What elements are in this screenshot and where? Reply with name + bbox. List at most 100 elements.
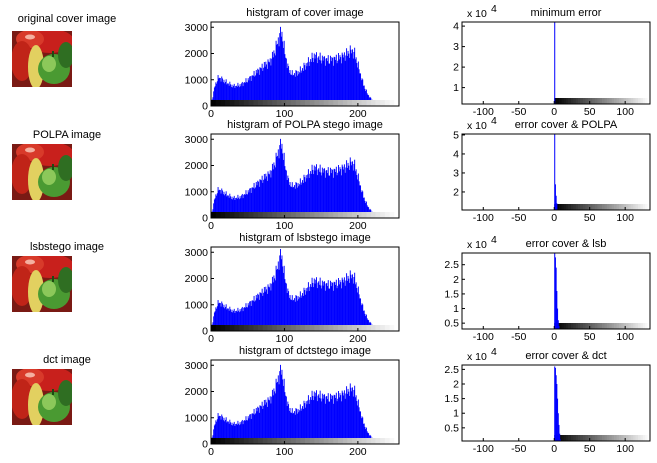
histogram-bar [360, 411, 362, 444]
histogram-bar [223, 191, 225, 218]
histogram-bar [325, 396, 327, 444]
colorbar-segment [375, 212, 381, 218]
colorbar-segment [597, 98, 601, 104]
exponent-label: x 10 [467, 239, 487, 251]
histogram-bar [314, 58, 316, 106]
colorbar-segment [609, 98, 612, 104]
colorbar-segment [561, 435, 565, 441]
histogram-bar [282, 266, 284, 331]
histogram-bar [236, 198, 238, 218]
histogram-bar [304, 403, 306, 444]
image-title: POLPA image [32, 129, 102, 141]
histogram-bar [324, 281, 326, 331]
histogram-bar [332, 403, 334, 444]
histogram-bar [335, 54, 337, 106]
histogram-bar [352, 161, 353, 218]
histogram-bar [351, 391, 353, 444]
colorbar-segment [630, 435, 634, 441]
histogram-bar [312, 57, 314, 106]
colorbar-segment [333, 325, 339, 331]
histogram-bar [227, 195, 229, 218]
axes-frame [461, 252, 651, 330]
histogram-bar [308, 290, 310, 331]
histogram-bar [222, 82, 224, 106]
y-tick-label: 0 [202, 326, 208, 338]
colorbar-segment [590, 98, 593, 104]
histogram-bar [313, 53, 315, 106]
histogram-bar [340, 401, 342, 444]
histogram-bar [289, 70, 291, 106]
colorbar-segment [582, 204, 586, 210]
histogram-bar [227, 308, 229, 331]
histogram-bar [338, 391, 339, 444]
histogram-bar [281, 255, 283, 331]
histogram-bar [258, 294, 259, 331]
histogram-bar [323, 168, 325, 218]
histogram-bar [365, 91, 367, 106]
histogram-bar [291, 408, 293, 444]
colorbar-segment [253, 212, 259, 218]
colorbar-segment [559, 204, 562, 210]
colorbar-segment [300, 438, 306, 444]
histogram-bar [258, 412, 260, 444]
colorbar-segment [604, 435, 608, 441]
histogram-bar [327, 393, 329, 444]
histogram-bar [314, 170, 316, 218]
histogram-bar [249, 188, 251, 218]
axes-frame [210, 359, 400, 445]
histogram-bar [249, 188, 251, 218]
histogram-bar [288, 297, 290, 331]
histogram-bar [285, 169, 287, 218]
histogram-bar [310, 59, 312, 106]
colorbar-segment [590, 435, 593, 441]
colorbar-segment [352, 325, 357, 331]
colorbar-segment [305, 438, 310, 444]
histogram-bar [305, 175, 307, 218]
y-tick-label: 1.5 [444, 288, 459, 300]
histogram-bar [244, 307, 246, 331]
histogram-bar [329, 167, 331, 218]
colorbar-segment [384, 100, 390, 106]
colorbar-segment [640, 204, 644, 210]
histogram-bar [253, 295, 255, 331]
colorbar-segment [319, 325, 325, 331]
histogram-bar [354, 47, 356, 106]
colorbar-segment [618, 98, 622, 104]
histogram-bar [235, 311, 237, 331]
colorbar-segment [225, 325, 231, 331]
colorbar-segment [239, 438, 245, 444]
histogram-bar [257, 180, 259, 218]
colorbar-segment [609, 435, 612, 441]
colorbar-segment [229, 212, 235, 218]
colorbar-segment [628, 435, 632, 441]
histogram-bar [350, 161, 352, 218]
colorbar-segment [225, 212, 231, 218]
histogram-bar [233, 423, 234, 444]
histogram-bar [305, 288, 307, 331]
colorbar-segment [645, 323, 648, 329]
histogram-bar [358, 181, 360, 218]
histogram-bar [348, 391, 350, 444]
histogram-bar [246, 307, 248, 331]
histogram-bar [325, 170, 327, 218]
colorbar-segment [356, 100, 362, 106]
histogram-bar [348, 165, 350, 218]
histogram-bar [248, 192, 250, 218]
histogram-bar [312, 169, 314, 218]
histogram-bar [290, 299, 292, 331]
colorbar-segment [225, 100, 231, 106]
x-tick-label: -100 [473, 212, 494, 224]
colorbar-segment [276, 212, 282, 218]
histogram-bar [324, 177, 326, 218]
histogram-bar [318, 284, 320, 331]
histogram-bar [251, 300, 253, 331]
colorbar-segment [645, 435, 648, 441]
histogram-bar [311, 390, 313, 444]
histogram-bar [302, 295, 304, 331]
histogram-bar [271, 58, 273, 106]
colorbar-segment [578, 435, 581, 441]
x-tick-label: -50 [511, 106, 526, 118]
histogram-bar [330, 61, 332, 106]
histogram-bar [350, 274, 352, 331]
histogram-bar [321, 288, 323, 331]
